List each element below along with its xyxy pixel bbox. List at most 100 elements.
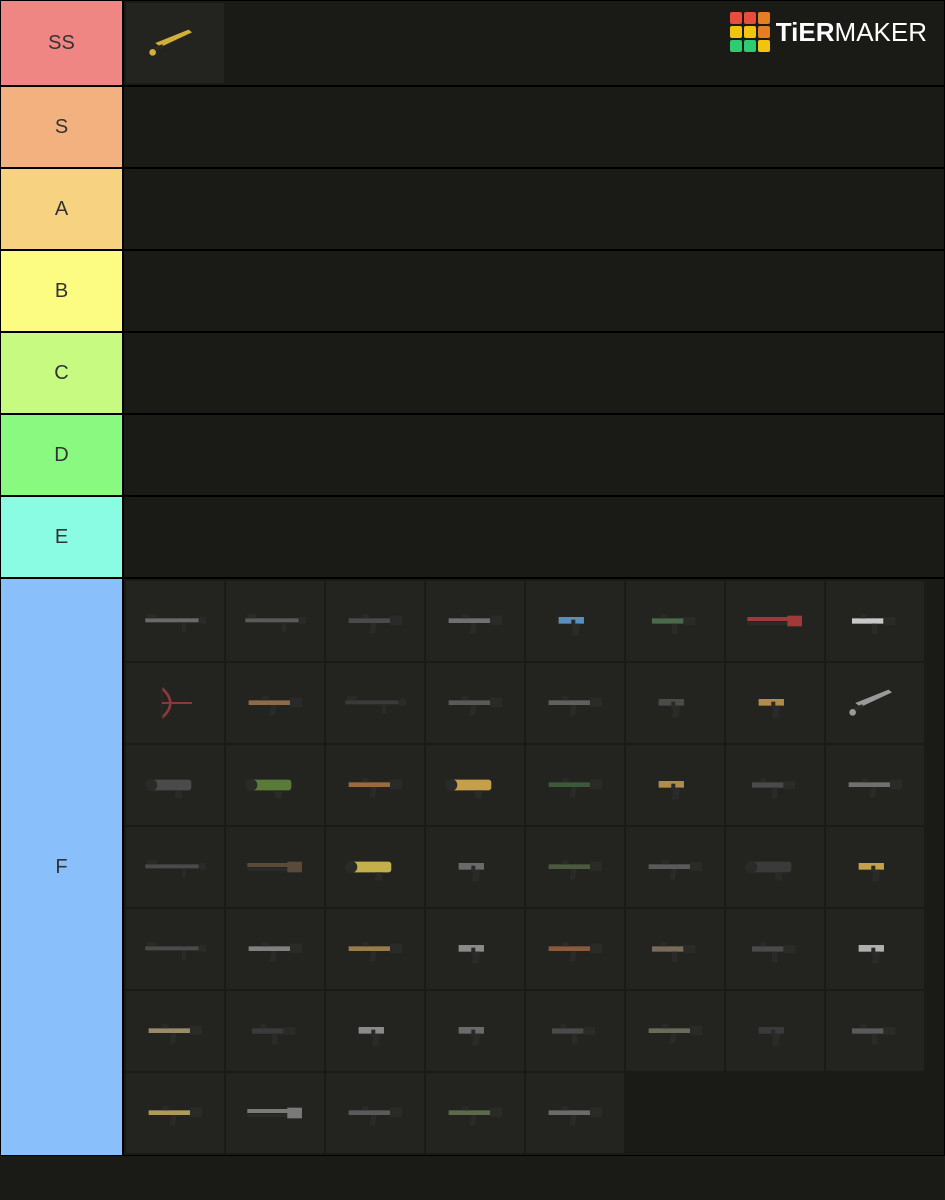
shotgun-1-icon — [241, 847, 310, 887]
tier-items-container[interactable] — [124, 87, 944, 167]
ak-icon — [541, 929, 610, 969]
ar-1-icon — [541, 683, 610, 723]
tier-item[interactable] — [726, 991, 824, 1071]
tier-item[interactable] — [326, 909, 424, 989]
tier-item[interactable] — [826, 663, 924, 743]
tier-label[interactable]: A — [1, 169, 124, 249]
tier-item[interactable] — [526, 827, 624, 907]
smg-4-icon — [241, 1011, 310, 1051]
tier-item[interactable] — [226, 827, 324, 907]
tier-item[interactable] — [326, 581, 424, 661]
tier-items-container[interactable] — [124, 333, 944, 413]
tier-item[interactable] — [226, 745, 324, 825]
tier-row: S — [1, 87, 944, 169]
tier-item[interactable] — [126, 827, 224, 907]
tier-item[interactable] — [826, 827, 924, 907]
tier-item[interactable] — [126, 663, 224, 743]
tier-item[interactable] — [826, 581, 924, 661]
ar-camo-icon — [441, 1093, 510, 1133]
tier-item[interactable] — [126, 3, 224, 83]
tier-label[interactable]: E — [1, 497, 124, 577]
ar-tan-icon — [141, 1011, 210, 1051]
tier-item[interactable] — [726, 745, 824, 825]
famas-icon — [641, 1011, 710, 1051]
tier-item[interactable] — [526, 745, 624, 825]
tier-label[interactable]: D — [1, 415, 124, 495]
rifle-scope-icon — [241, 929, 310, 969]
tier-item[interactable] — [426, 745, 524, 825]
tier-item[interactable] — [326, 663, 424, 743]
tier-item[interactable] — [226, 991, 324, 1071]
sniper-3-icon — [141, 847, 210, 887]
logo-cell — [744, 12, 756, 24]
tier-item[interactable] — [726, 909, 824, 989]
tier-items-container[interactable] — [124, 169, 944, 249]
rpg-icon — [241, 765, 310, 805]
tier-row: A — [1, 169, 944, 251]
tier-item[interactable] — [826, 991, 924, 1071]
scar-icon — [141, 1093, 210, 1133]
tier-item[interactable] — [226, 909, 324, 989]
suppressed-p-icon — [741, 1011, 810, 1051]
tier-item[interactable] — [826, 745, 924, 825]
tier-item[interactable] — [326, 745, 424, 825]
logo-cell — [744, 26, 756, 38]
tier-items-container[interactable] — [124, 251, 944, 331]
tier-item[interactable] — [126, 991, 224, 1071]
tier-item[interactable] — [226, 1073, 324, 1153]
tier-item[interactable] — [126, 581, 224, 661]
revolver-1-icon — [641, 683, 710, 723]
tier-label[interactable]: SS — [1, 1, 124, 85]
ar-scope-icon — [541, 1093, 610, 1133]
tier-item[interactable] — [226, 663, 324, 743]
quad-launcher-icon — [341, 847, 410, 887]
tommy-gun-icon — [641, 929, 710, 969]
tier-item[interactable] — [826, 909, 924, 989]
tier-item[interactable] — [326, 1073, 424, 1153]
tier-item[interactable] — [426, 663, 524, 743]
ar-2-icon — [341, 1093, 410, 1133]
tier-item[interactable] — [226, 581, 324, 661]
tier-item[interactable] — [726, 827, 824, 907]
rifle-wood-icon — [241, 683, 310, 723]
pistol-1-icon — [441, 847, 510, 887]
tier-item[interactable] — [726, 581, 824, 661]
logo-cell — [758, 12, 770, 24]
tier-item[interactable] — [126, 909, 224, 989]
tier-item[interactable] — [526, 909, 624, 989]
tier-item[interactable] — [626, 663, 724, 743]
tier-item[interactable] — [326, 827, 424, 907]
tier-item[interactable] — [526, 1073, 624, 1153]
rifle-1-icon — [341, 601, 410, 641]
rifle-2-icon — [441, 601, 510, 641]
tier-item[interactable] — [526, 663, 624, 743]
smg-green-icon — [641, 601, 710, 641]
tier-items-container[interactable] — [124, 579, 944, 1155]
smg-2-icon — [741, 765, 810, 805]
tier-item[interactable] — [526, 991, 624, 1071]
tier-item[interactable] — [726, 663, 824, 743]
tier-item[interactable] — [626, 827, 724, 907]
tier-item[interactable] — [126, 1073, 224, 1153]
tier-item[interactable] — [426, 1073, 524, 1153]
tier-item[interactable] — [126, 745, 224, 825]
tier-label[interactable]: B — [1, 251, 124, 331]
tier-item[interactable] — [426, 909, 524, 989]
tier-label[interactable]: F — [1, 579, 124, 1155]
tier-item[interactable] — [426, 581, 524, 661]
tier-item[interactable] — [526, 581, 624, 661]
tier-label[interactable]: C — [1, 333, 124, 413]
shotgun-red-icon — [741, 601, 810, 641]
tier-item[interactable] — [626, 909, 724, 989]
tier-row: D — [1, 415, 944, 497]
tier-items-container[interactable] — [124, 497, 944, 577]
tier-label[interactable]: S — [1, 87, 124, 167]
tier-items-container[interactable] — [124, 415, 944, 495]
tier-item[interactable] — [626, 745, 724, 825]
tier-item[interactable] — [426, 991, 524, 1071]
tier-row: E — [1, 497, 944, 579]
tier-item[interactable] — [326, 991, 424, 1071]
tier-item[interactable] — [426, 827, 524, 907]
tier-item[interactable] — [626, 581, 724, 661]
tier-item[interactable] — [626, 991, 724, 1071]
